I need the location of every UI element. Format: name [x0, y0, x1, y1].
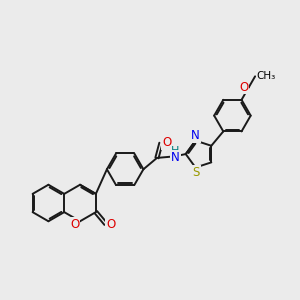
- Text: O: O: [70, 218, 80, 231]
- Text: S: S: [192, 166, 200, 179]
- Text: O: O: [239, 81, 248, 94]
- Text: O: O: [106, 218, 116, 231]
- Text: N: N: [171, 151, 180, 164]
- Text: O: O: [162, 136, 171, 149]
- Text: N: N: [191, 129, 200, 142]
- Text: CH₃: CH₃: [256, 71, 276, 81]
- Text: H: H: [171, 146, 180, 156]
